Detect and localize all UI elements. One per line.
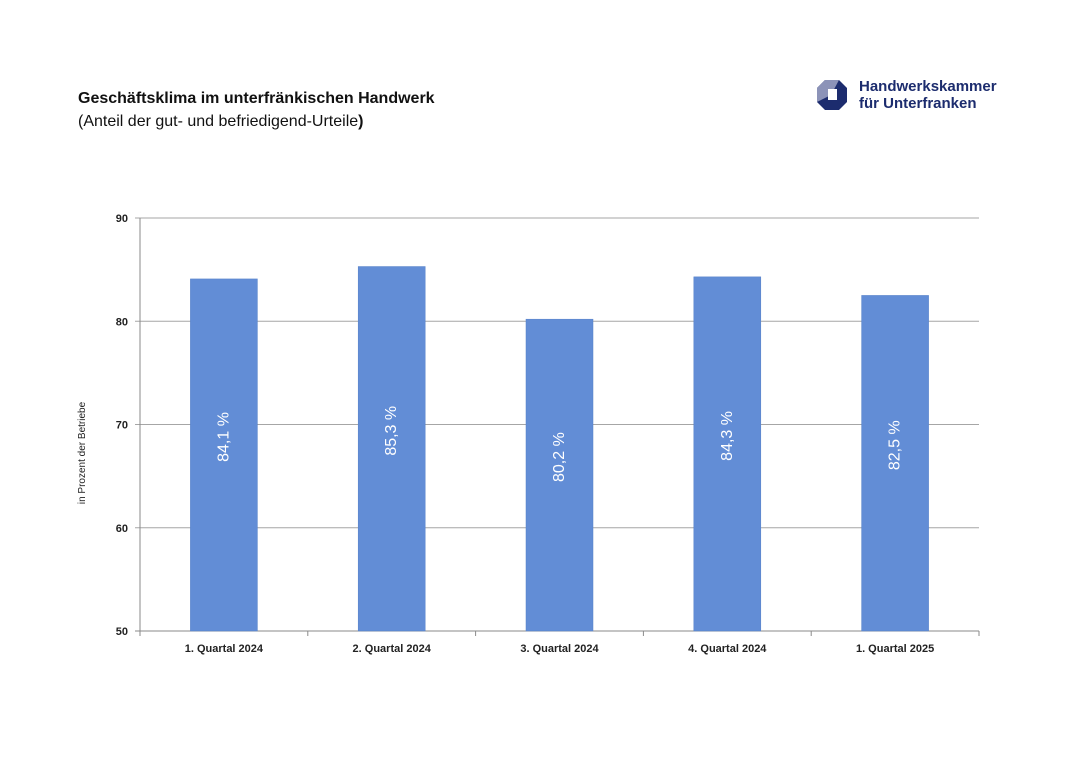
bars: 84,1 % 85,3 % 80,2 % 84,3 % 82,5 %	[190, 266, 929, 632]
y-tick-label: 60	[116, 523, 128, 535]
chart-title: Geschäftsklima im unterfränkischen Handw…	[78, 90, 435, 107]
y-tick-label: 80	[116, 316, 128, 328]
bar-data-label: 84,3 %	[719, 411, 736, 461]
bar-data-label: 82,5 %	[887, 420, 904, 470]
x-tick-label: 4. Quartal 2024	[688, 643, 767, 655]
bar-data-label: 80,2 %	[551, 432, 568, 482]
y-tick-label: 50	[116, 626, 128, 638]
logo-line-1: Handwerkskammer	[859, 78, 997, 95]
y-tick-label: 70	[116, 420, 128, 432]
chart-subtitle: (Anteil der gut- und befriedigend-Urteil…	[78, 113, 363, 131]
y-tick-label: 90	[116, 213, 128, 225]
subtitle-close-paren: )	[358, 113, 364, 130]
hwk-logo-icon	[817, 80, 847, 110]
hwk-logo: Handwerkskammer für Unterfranken	[816, 78, 997, 112]
x-tick-label: 1. Quartal 2024	[185, 643, 264, 655]
bar	[525, 318, 594, 632]
y-axis-label: in Prozent der Betriebe	[77, 401, 88, 504]
bar	[190, 278, 258, 632]
subtitle-text: (Anteil der gut- und befriedigend-Urteil…	[78, 113, 359, 130]
x-tick-label: 2. Quartal 2024	[353, 643, 432, 655]
axes: 50 60 70 80 90 1. Quartal 2024 2. Quartal 2024…	[116, 213, 980, 655]
logo-line-2: für Unterfranken	[859, 95, 977, 112]
x-tick-label: 3. Quartal 2024	[520, 643, 599, 655]
bar-data-label: 84,1 %	[215, 412, 232, 462]
logo-text: Handwerkskammer für Unterfranken	[859, 78, 997, 112]
bar-data-label: 85,3 %	[383, 406, 400, 456]
x-tick-label: 1. Quartal 2025	[856, 643, 934, 655]
bar	[693, 276, 762, 632]
bar	[357, 266, 426, 632]
bar	[861, 295, 929, 632]
